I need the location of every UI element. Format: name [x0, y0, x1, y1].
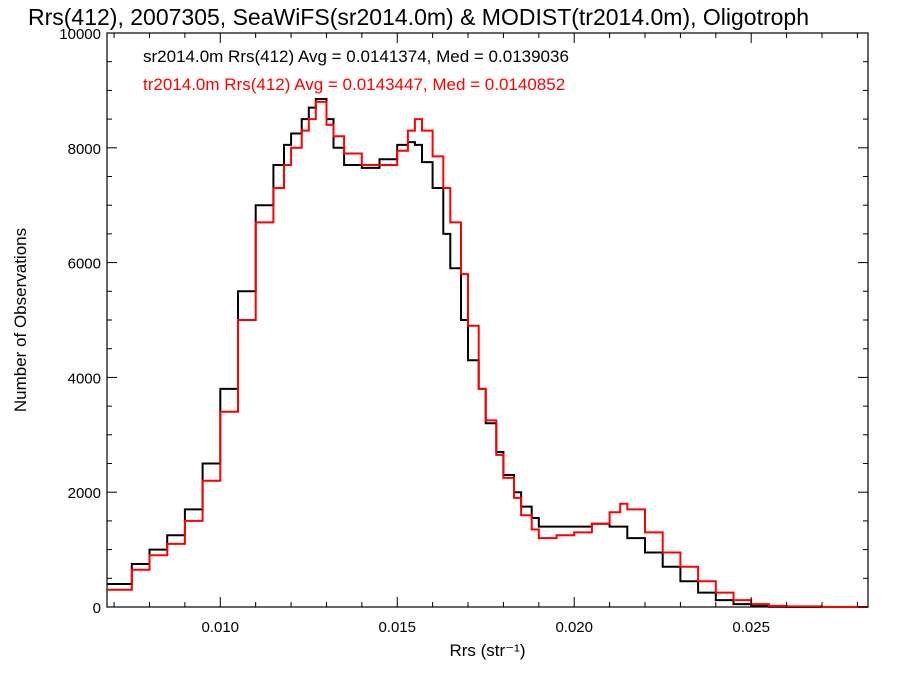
x-tick-label: 0.025	[732, 619, 770, 636]
plot-frame	[106, 32, 869, 608]
x-axis-label: Rrs (str⁻¹)	[449, 641, 525, 660]
x-axis: 0.010 0.015 0.020 0.025	[113, 33, 858, 636]
chart-title: Rrs(412), 2007305, SeaWiFS(sr2014.0m) & …	[28, 4, 809, 30]
y-tick-label: 0	[93, 600, 101, 617]
y-axis-label: Number of Observations	[11, 228, 30, 412]
x-tick-label: 0.010	[201, 619, 239, 636]
legend-entry: tr2014.0m Rrs(412) Avg = 0.0143447, Med …	[143, 75, 565, 94]
y-tick-label: 6000	[68, 256, 101, 273]
x-tick-label: 0.015	[378, 619, 416, 636]
series-line-tr2014	[107, 100, 868, 608]
y-tick-label: 4000	[68, 370, 101, 387]
y-axis: 0 2000 4000 6000 8000 10000	[59, 26, 868, 617]
y-tick-label: 8000	[68, 141, 101, 158]
x-tick-label: 0.020	[555, 619, 593, 636]
y-tick-label: 10000	[59, 26, 101, 43]
legend: sr2014.0m Rrs(412) Avg = 0.0141374, Med …	[143, 47, 569, 94]
plot-area	[106, 32, 869, 608]
y-tick-label: 2000	[68, 485, 101, 502]
legend-entry: sr2014.0m Rrs(412) Avg = 0.0141374, Med …	[143, 47, 569, 66]
series-line-sr2014	[107, 98, 868, 608]
